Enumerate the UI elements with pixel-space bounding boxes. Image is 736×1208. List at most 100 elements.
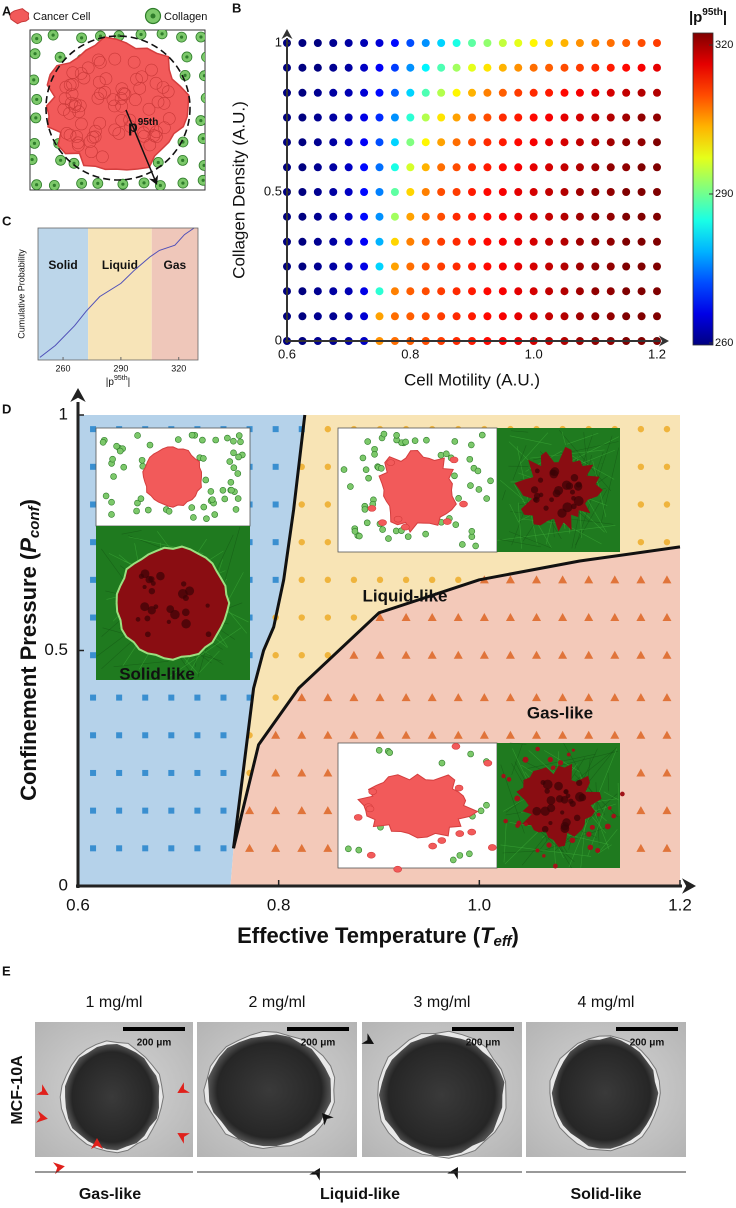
collagen-fiber (600, 829, 618, 851)
gas-marker (505, 613, 515, 622)
collagen-core (79, 36, 84, 40)
data-dot (591, 138, 600, 147)
tumor-texture (144, 631, 151, 638)
x-tick-label: 260 (56, 363, 71, 373)
x-axis-title-part: T (480, 923, 495, 948)
concentration-label: 1 mg/ml (86, 994, 143, 1011)
phase-label: Liquid-like (363, 586, 448, 605)
scattered-cell (535, 848, 540, 853)
collagen (207, 488, 215, 495)
collagen (209, 496, 216, 503)
data-dot (529, 88, 538, 97)
data-dot (452, 287, 461, 296)
scattered-cell (607, 806, 612, 810)
data-dot (514, 63, 523, 72)
collagen (347, 483, 354, 490)
phase-group-label: Liquid-like (320, 1186, 400, 1203)
scattered-cell (501, 773, 506, 779)
collagen-core (117, 34, 121, 38)
data-dot (452, 138, 461, 147)
data-dot (545, 113, 554, 122)
collagen-core (201, 136, 205, 141)
data-dot (622, 163, 631, 172)
data-dot (498, 287, 507, 296)
solid-marker (90, 694, 97, 701)
data-dot (329, 138, 338, 147)
data-dot (575, 138, 584, 147)
collagen (230, 464, 238, 472)
cell (89, 124, 102, 138)
data-dot (452, 39, 461, 47)
solid-liquid-boundary (232, 414, 307, 849)
escaped-cell (378, 519, 387, 526)
data-dot (313, 262, 322, 271)
data-dot (360, 212, 369, 221)
scattered-cell (569, 837, 576, 844)
collagen (345, 845, 352, 853)
cell (65, 87, 79, 101)
data-dot (622, 188, 631, 196)
data-dot (529, 163, 538, 172)
liquid-marker (324, 652, 332, 659)
data-dot (514, 212, 523, 221)
data-dot (560, 237, 569, 246)
data-dot (653, 163, 661, 172)
data-dot (375, 287, 384, 296)
collagen (144, 506, 152, 514)
data-dot (545, 312, 554, 321)
data-dot (344, 237, 353, 246)
panel-letter: B (232, 0, 241, 15)
cell (158, 121, 171, 135)
tumor-texture (205, 631, 212, 638)
collagen-fiber (503, 819, 507, 863)
cell (96, 150, 109, 164)
tumor-texture (555, 795, 564, 803)
cell (65, 96, 78, 110)
escaped-cell (393, 865, 402, 873)
data-dot (545, 262, 554, 271)
gas-marker (636, 806, 646, 815)
gas-marker (610, 730, 620, 739)
colorbar-title-part: 95th (702, 7, 723, 18)
collagen-fiber (167, 627, 242, 679)
data-dot (591, 312, 600, 321)
collagen (200, 455, 207, 462)
liquid-marker (298, 501, 305, 508)
solid-marker (142, 694, 149, 701)
collagen-fiber (603, 791, 620, 801)
cell (133, 82, 147, 95)
scattered-cell (571, 748, 575, 752)
data-dot (298, 188, 307, 196)
gas-marker (636, 768, 646, 777)
data-dot (313, 63, 322, 72)
scattered-cell (611, 813, 617, 819)
tumor-texture (560, 821, 570, 831)
data-dot (529, 312, 538, 321)
collagen (371, 451, 378, 458)
data-dot (329, 63, 338, 72)
phase-label: Solid-like (119, 664, 195, 683)
data-dot (514, 113, 523, 122)
gas-marker (505, 730, 515, 739)
gas-marker (584, 613, 594, 622)
collagen (438, 759, 446, 767)
gas-marker (245, 806, 255, 815)
gas-marker (297, 843, 307, 852)
cell (99, 72, 113, 85)
solid-marker (142, 769, 149, 776)
radius-circle (45, 35, 191, 181)
collagen (437, 451, 445, 459)
collagen (362, 466, 370, 473)
data-dot (498, 39, 507, 47)
collagen (237, 438, 244, 446)
data-dot (437, 287, 446, 296)
tumor-texture (142, 584, 147, 590)
liquid-marker (324, 463, 332, 471)
gas-marker (505, 575, 515, 584)
collagen (340, 466, 348, 473)
collagen (120, 463, 128, 471)
data-dot (514, 262, 523, 271)
scale-bar-label: 200 μm (466, 1038, 501, 1049)
tumor-texture (552, 489, 561, 498)
data-dot (498, 88, 507, 97)
